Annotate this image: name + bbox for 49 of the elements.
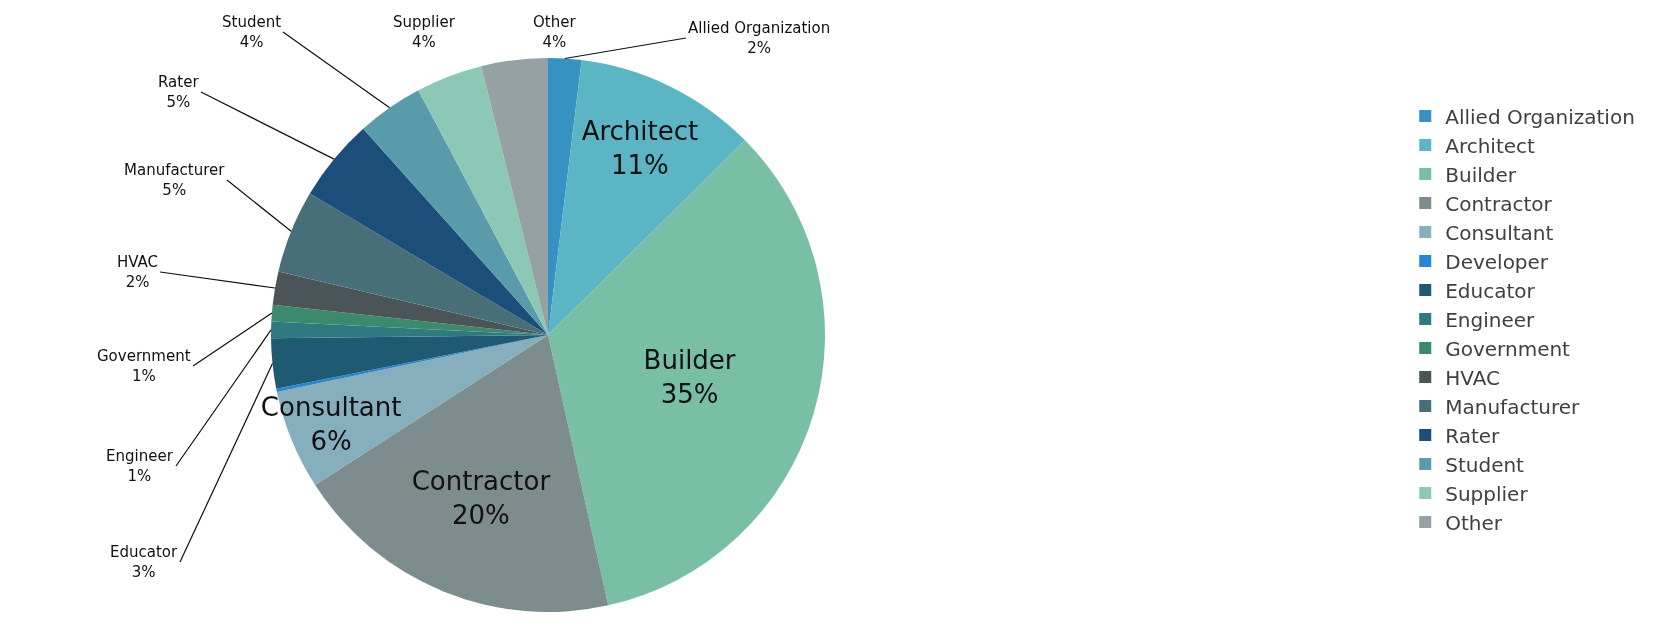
data-label: 2%: [125, 272, 150, 291]
slice-label: Builder: [643, 344, 736, 375]
slice-label: Allied Organization: [688, 19, 831, 37]
slice-label: Supplier: [393, 13, 456, 31]
slice-label: Manufacturer: [124, 161, 226, 179]
slice-label: Student: [222, 13, 282, 31]
data-label: 5%: [162, 180, 187, 199]
legend-label: Other: [1445, 510, 1503, 535]
legend-label: Student: [1445, 452, 1525, 477]
data-label: 20%: [452, 499, 510, 530]
legend-label: Builder: [1445, 162, 1517, 187]
pie-slice: [309, 128, 548, 335]
pie-slice: [481, 58, 548, 335]
legend-label: Allied Organization: [1445, 104, 1635, 129]
legend-label: Contractor: [1445, 191, 1553, 216]
legend-label: Developer: [1445, 249, 1549, 274]
data-label: 1%: [131, 366, 156, 385]
legend-label: Government: [1445, 336, 1571, 361]
slice-label: HVAC: [117, 253, 159, 271]
pie-slice: [272, 271, 548, 335]
data-label: 6%: [310, 425, 352, 456]
legend-label: Consultant: [1445, 220, 1554, 245]
data-label: 4%: [412, 32, 436, 51]
slice-label: Architect: [581, 115, 699, 146]
legend-label: Supplier: [1445, 481, 1529, 506]
pie-slice: [418, 66, 548, 335]
slice-label: Other: [533, 13, 577, 31]
slice-label: Government: [97, 347, 191, 365]
data-label: 4%: [239, 32, 264, 51]
pie-slice: [363, 90, 548, 335]
data-label: 2%: [747, 38, 771, 57]
slice-label: Contractor: [411, 466, 551, 497]
data-label: 11%: [611, 149, 669, 180]
data-label: 4%: [542, 32, 567, 51]
legend-label: Architect: [1445, 133, 1536, 158]
slice-label: Engineer: [106, 447, 174, 465]
data-label: 35%: [660, 378, 719, 409]
slice-label: Educator: [110, 543, 178, 561]
pie-slice: [278, 193, 548, 335]
legend-label: Educator: [1445, 278, 1536, 303]
legend-label: HVAC: [1445, 365, 1500, 390]
pie-slice: [548, 60, 746, 335]
data-label: 1%: [127, 466, 152, 485]
data-label: 5%: [166, 92, 191, 111]
legend-label: Engineer: [1445, 307, 1536, 332]
data-label: 3%: [131, 562, 156, 581]
legend-label: Manufacturer: [1445, 394, 1580, 419]
legend-label: Rater: [1445, 423, 1501, 448]
slice-label: Rater: [158, 73, 200, 91]
